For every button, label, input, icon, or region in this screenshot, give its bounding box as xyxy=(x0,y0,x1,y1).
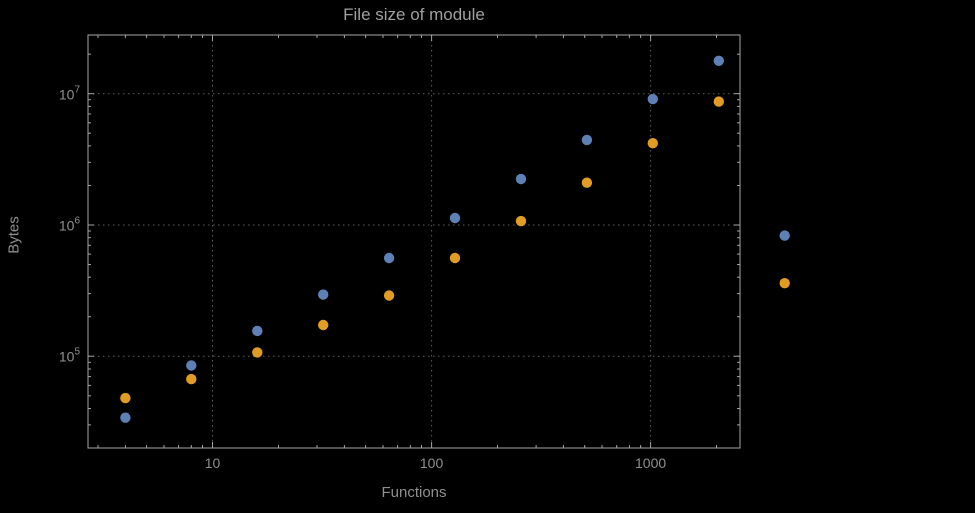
data-point-orange xyxy=(515,215,527,227)
data-point-orange xyxy=(713,96,724,107)
data-point-orange xyxy=(581,177,593,188)
data-point-orange xyxy=(186,373,197,385)
y-tick-label: 106 xyxy=(58,215,80,234)
data-point-blue xyxy=(515,173,527,185)
plot-frame xyxy=(87,34,741,449)
data-point-blue xyxy=(186,360,197,371)
x-axis-label: Functions xyxy=(381,484,447,501)
data-point-orange xyxy=(318,319,329,331)
data-point-blue xyxy=(713,55,724,66)
data-point-blue xyxy=(252,325,263,337)
data-point-blue xyxy=(779,230,790,241)
chart-title: File size of module xyxy=(343,5,485,24)
x-tick-label: 100 xyxy=(419,455,444,471)
data-point-orange xyxy=(383,290,395,301)
y-tick-label: 107 xyxy=(58,84,80,103)
data-point-blue xyxy=(120,412,131,423)
x-tick-label: 1000 xyxy=(635,455,667,471)
data-point-blue xyxy=(647,93,658,105)
data-point-orange xyxy=(120,392,131,404)
data-point-orange xyxy=(449,252,461,264)
y-tick-label: 105 xyxy=(58,346,80,365)
data-point-orange xyxy=(252,347,263,358)
data-point-blue xyxy=(449,212,461,224)
data-point-orange xyxy=(647,138,658,149)
data-point-orange xyxy=(779,278,790,289)
data-point-blue xyxy=(318,289,329,300)
data-point-blue xyxy=(581,134,593,146)
x-tick-label: 10 xyxy=(204,455,221,471)
data-point-blue xyxy=(383,252,395,264)
